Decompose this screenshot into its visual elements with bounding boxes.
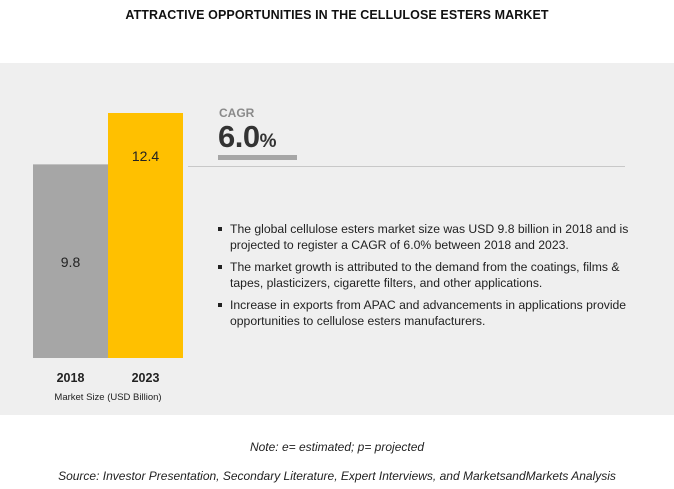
cagr-underline — [218, 155, 297, 160]
note-text: Note: e= estimated; p= projected — [249, 440, 425, 454]
x-axis-label: Market Size (USD Billion) — [54, 392, 161, 403]
bar-2018 — [33, 164, 108, 358]
source-text: Source: Investor Presentation, Secondary… — [58, 469, 616, 483]
bar-2023 — [108, 113, 183, 358]
x-tick-label-2023: 2023 — [132, 371, 160, 385]
bullet-item: The global cellulose esters market size … — [218, 221, 648, 253]
bullet-item: The market growth is attributed to the d… — [218, 259, 648, 291]
bullet-list: The global cellulose esters market size … — [218, 221, 648, 335]
cagr-value-block: 6.0% — [218, 119, 277, 155]
data-label-2023: 12.4 — [132, 148, 159, 164]
bullet-item: Increase in exports from APAC and advanc… — [218, 297, 648, 329]
data-label-2018: 9.8 — [61, 254, 81, 270]
chart-title: ATTRACTIVE OPPORTUNITIES IN THE CELLULOS… — [125, 8, 549, 22]
cagr-value: 6.0 — [218, 119, 260, 154]
x-tick-label-2018: 2018 — [57, 371, 85, 385]
divider-line — [188, 166, 625, 167]
cagr-label: CAGR — [219, 106, 255, 120]
cagr-unit: % — [259, 131, 277, 152]
